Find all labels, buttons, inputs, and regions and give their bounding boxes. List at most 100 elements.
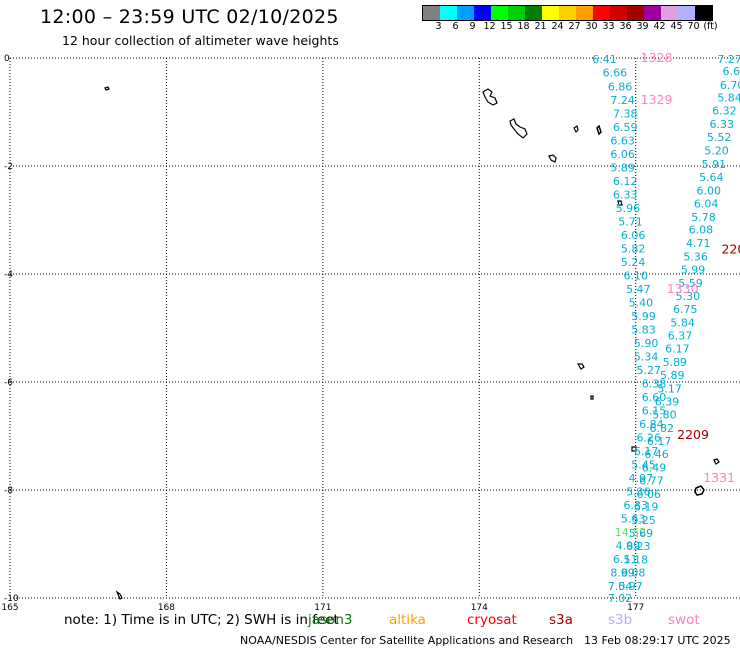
wave-height-value: 5.78 [691,211,716,224]
wave-height-value: 6.32 [712,104,737,117]
colorbar-label: 39 [636,21,649,32]
colorbar-label: 36 [619,21,632,32]
wave-height-value: 5.20 [704,144,729,157]
pass-id-label: 1329 [641,92,673,107]
colorbar-swatch [474,6,491,20]
wave-height-value: 5.89 [610,162,635,175]
lon-tick-label: 168 [158,603,175,613]
colorbar-label: 24 [551,21,564,32]
wave-height-value: 5.89 [660,369,685,382]
colorbar-swatch [644,6,661,20]
wave-height-value: 6.70 [720,79,740,92]
lat-tick-label: -2 [4,162,13,172]
wave-height-value: 5.71 [618,216,643,229]
colorbar-swatch [542,6,559,20]
island [694,485,705,496]
island [576,363,585,370]
mission-label-s3b: s3b [608,612,633,628]
colorbar-label: 27 [568,21,581,32]
colorbar-label: (ft) [703,21,718,32]
wave-height-value: 7.24 [610,94,635,107]
wave-height-value: 5.36 [683,251,708,264]
wave-height-value: 6.06 [637,488,662,501]
lat-tick-label: -6 [4,378,13,388]
island [548,154,557,163]
wave-height-value: 5.36 [626,486,651,499]
wave-height-value: 6.17 [634,445,659,458]
wave-height-value: 5.25 [631,514,656,527]
colorbar-label: 33 [602,21,615,32]
wave-height-value: 14.52 [615,526,647,539]
wave-height-value: 6.37 [668,330,693,343]
lat-tick-label: -8 [4,486,13,496]
wave-height-value: 6.12 [613,175,638,188]
wave-height-value: 6.46 [644,448,669,461]
wave-height-value: 5.80 [652,408,677,421]
wave-height-value: 6.59 [613,121,638,134]
wave-height-value: 6.75 [673,303,698,316]
wave-height-value: 6.19 [634,501,659,514]
map-grid: 165 168 171 174 177 0 -2 -4 -6 -8 -10 [1,54,740,613]
colorbar-swatch [610,6,627,20]
mission-label-altika: altika [389,612,426,628]
wave-height-value: 5.52 [707,131,732,144]
colorbar-swatch [576,6,593,20]
colorbar-swatch [440,6,457,20]
wave-height-value: 6.33 [710,118,735,131]
pass-labels: 1328132922208133022091331 [641,50,740,485]
pass-id-label: 1328 [641,50,673,65]
wave-height-value: 6.10 [623,270,648,283]
colorbar-label: 30 [585,21,598,32]
wave-height-value: 6.04 [694,197,719,210]
island [104,86,110,91]
colorbar-swatch [627,6,644,20]
wave-height-value: 6.17 [665,343,690,356]
colorbar-label: 12 [483,21,496,32]
wave-height-value: 5.82 [621,243,646,256]
wave-height-value: 5.90 [634,337,659,350]
wave-height-value: 6.82 [650,422,675,435]
colorbar-label: 6 [452,21,459,32]
colorbar-swatch [559,6,576,20]
island [115,590,123,600]
footer-credit: NOAA/NESDIS Center for Satellite Applica… [240,634,574,647]
lat-tick-label: -4 [4,270,13,280]
wave-height-value: 8.99 [610,567,635,580]
wave-height-value: 6.26 [637,432,662,445]
island [573,125,579,134]
wave-height-value: 6.11 [613,553,638,566]
wave-height-value: 6.00 [696,184,721,197]
island [631,446,637,452]
wave-height-value: 6.08 [689,224,714,237]
wave-height-value: 6.38 [642,378,667,391]
wave-height-value: 7.27 [717,53,740,66]
wave-height-value: 6.41 [592,53,617,66]
island [590,395,594,400]
units-note: note: 1) Time is in UTC; 2) SWH is in fe… [64,612,339,628]
lat-tick-label: 0 [4,54,10,64]
colorbar-label: 45 [670,21,683,32]
wave-height-value: 7.38 [613,108,638,121]
wave-height-value: 5.99 [681,264,706,277]
lon-tick-label: 165 [1,603,18,613]
colorbar-swatch [457,6,474,20]
wave-height-value: 6.06 [621,229,646,242]
wave-height-value: 5.45 [631,459,656,472]
wave-height-value: 5.99 [631,310,656,323]
wave-height-value: 5.89 [663,356,688,369]
wave-height-value: 6.39 [655,395,680,408]
colorbar-label: 3 [435,21,442,32]
island [482,88,498,106]
wave-height-value: 5.40 [629,297,654,310]
island [596,124,602,136]
page-subtitle: 12 hour collection of altimeter wave hei… [62,33,339,48]
colorbar-swatch [661,6,678,20]
colorbar-swatch [491,6,508,20]
wave-height-labels: 6.41 7.27 6.66 6.68 6.86 6.70 7.24 5.84 7.38 6.32… [592,53,740,605]
pass-id-label: 2208 [721,242,740,257]
wave-height-value: 5.84 [670,317,695,330]
colorbar-label: 9 [469,21,476,32]
wave-height-value: 4.97 [629,472,654,485]
colorbar-swatch [525,6,542,20]
